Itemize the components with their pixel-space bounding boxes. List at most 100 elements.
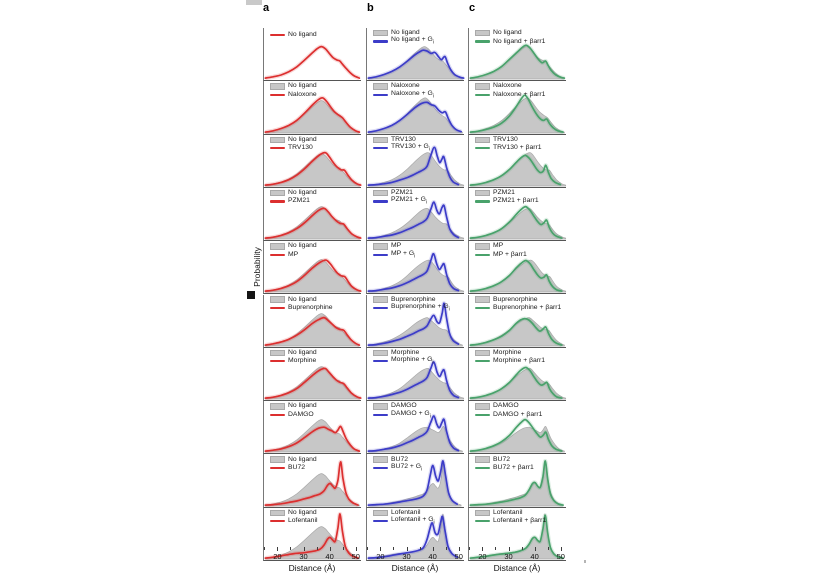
density-plot	[367, 458, 462, 507]
legend-entry: Naloxone + βarr1	[475, 91, 545, 99]
legend-entry: Morphine + Gi	[373, 356, 434, 366]
legend-entry: Buprenorphine	[373, 296, 450, 304]
legend-line-swatch	[475, 520, 490, 523]
legend-entry: Naloxone	[270, 91, 317, 99]
x-minor-tick	[367, 547, 369, 550]
x-major-tick	[508, 547, 510, 552]
x-axis-c: 20 30 40 50 Distance (Å)	[468, 547, 566, 576]
x-minor-tick	[264, 547, 266, 550]
legend-label: MP + βarr1	[493, 250, 527, 258]
density-plot	[469, 316, 565, 347]
density-plot	[367, 300, 463, 347]
reference-area	[469, 97, 565, 133]
legend-label: No ligand	[288, 508, 317, 516]
density-plot	[367, 360, 465, 401]
legend-entry: No ligand + βarr1	[475, 37, 545, 45]
panel-legend: No ligand No ligand + Gi	[373, 29, 434, 46]
legend-fill-swatch	[475, 296, 490, 303]
density-plot	[264, 366, 362, 401]
density-plot	[469, 92, 565, 134]
panel-a-no-ligand: No ligand	[263, 28, 361, 82]
legend-entry: MP	[373, 242, 415, 250]
legend-line-swatch	[270, 306, 285, 310]
legend-label: BU72	[288, 463, 306, 471]
panel-legend: Naloxone Naloxone + Gi	[373, 82, 434, 99]
legend-fill-swatch	[475, 456, 490, 463]
panel-a-lofentanil: No ligand Lofentanil	[263, 507, 361, 561]
panel-c-damgo: DAMGO DAMGO + βarr1	[468, 401, 566, 455]
legend-entry: No ligand	[270, 31, 317, 39]
panel-a-morphine: No ligand Morphine	[263, 347, 362, 402]
x-minor-tick	[445, 547, 447, 550]
legend-label: Buprenorphine	[493, 295, 538, 303]
legend-label: Naloxone	[288, 90, 317, 98]
legend-fill-swatch	[373, 83, 388, 90]
panel-legend: BU72 BU72 + Gi	[373, 455, 422, 472]
panel-legend: PZM21 PZM21 + βarr1	[475, 189, 539, 206]
legend-label: Morphine	[288, 357, 317, 365]
legend-entry: BU72 + Gi	[373, 462, 423, 473]
panel-legend: Lofentanil Lofentanil + Gi	[373, 509, 435, 526]
legend-entry: Buprenorphine + Gi	[373, 303, 450, 312]
legend-entry: Lofentanil	[475, 509, 546, 517]
legend-entry: MP + βarr1	[475, 251, 527, 259]
legend-label: PZM21	[288, 197, 310, 205]
x-tick-label: 50	[556, 552, 565, 561]
legend-label: BU72	[493, 455, 511, 463]
legend-line-swatch	[475, 200, 490, 203]
legend-label: MP	[493, 242, 504, 250]
legend-label: No ligand	[288, 82, 317, 90]
legend-entry: No ligand	[270, 136, 317, 144]
legend-line-swatch	[373, 466, 388, 470]
legend-label: TRV130	[493, 135, 518, 143]
panel-legend: Buprenorphine Buprenorphine + βarr1	[475, 296, 561, 313]
legend-line-swatch	[475, 466, 490, 470]
density-curve	[264, 460, 359, 506]
legend-entry: MP	[270, 251, 317, 259]
density-curve	[469, 366, 563, 400]
y-axis-label: Probability	[252, 247, 262, 287]
legend-label: BU72 + βarr1	[493, 463, 534, 471]
x-tick-label: 20	[273, 552, 282, 561]
legend-entry: PZM21	[270, 197, 317, 205]
legend-label: Lofentanil	[391, 508, 421, 516]
legend-label: DAMGO + βarr1	[493, 410, 543, 418]
legend-label: MP	[288, 250, 299, 258]
density-curve	[469, 419, 563, 453]
footnote-square-marker	[247, 291, 255, 299]
legend-entry: Naloxone + Gi	[373, 90, 434, 99]
density-plot	[367, 513, 462, 560]
panel-c-morphine: Morphine Morphine + βarr1	[468, 347, 567, 402]
panel-b-pzm21: PZM21 PZM21 + Gi	[366, 187, 465, 242]
panel-legend: TRV130 TRV130 + Gi	[373, 136, 430, 153]
legend-entry: MP	[475, 242, 527, 250]
legend-entry: Naloxone	[475, 82, 545, 90]
panel-legend: No ligand MP	[270, 242, 317, 259]
legend-entry: Morphine + βarr1	[475, 357, 545, 365]
density-plot	[264, 206, 362, 241]
legend-entry: No ligand	[373, 29, 434, 37]
legend-label: Naloxone	[493, 82, 522, 90]
legend-label: BU72 + Gi	[391, 462, 423, 473]
x-major-tick	[432, 547, 434, 552]
panel-legend: TRV130 TRV130 + βarr1	[475, 136, 542, 153]
legend-entry: TRV130	[475, 136, 542, 144]
legend-fill-swatch	[270, 349, 285, 357]
panel-legend: MP MP + Gi	[373, 242, 415, 259]
legend-entry: TRV130	[373, 136, 430, 144]
density-curve	[367, 515, 459, 559]
legend-label: Morphine	[391, 348, 420, 356]
legend-line-swatch	[270, 147, 285, 150]
legend-label: Lofentanil + Gi	[391, 516, 435, 526]
legend-line-swatch	[373, 413, 388, 416]
panel-legend: Lofentanil Lofentanil + βarr1	[475, 509, 546, 526]
x-minor-tick	[521, 547, 523, 550]
x-minor-tick	[495, 547, 497, 550]
legend-fill-swatch	[373, 189, 388, 197]
figure-column-b: No ligand No ligand + Gi Naloxone Naloxone …	[366, 28, 465, 561]
legend-entry: PZM21 + βarr1	[475, 197, 539, 205]
density-plot	[367, 46, 465, 81]
legend-entry: TRV130 + Gi	[373, 143, 430, 152]
density-plot	[367, 252, 465, 294]
legend-label: PZM21	[391, 189, 413, 197]
